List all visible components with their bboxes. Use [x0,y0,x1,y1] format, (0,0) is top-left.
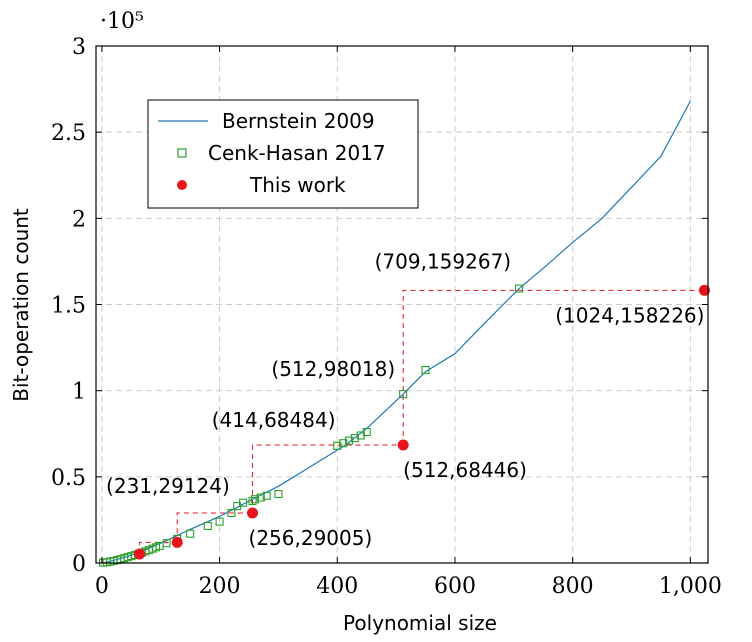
annotations: (709,159267) (1024,158226) (512,98018) (414… [106,250,704,550]
y-tick-label: 2.5 [51,121,86,146]
cenk-hasan-point [256,493,265,502]
this-work-point [171,536,183,548]
legend: Bernstein 2009 Cenk-Hasan 2017 This work [147,99,419,209]
y-tick-label: 0 [72,552,86,577]
cenk-hasan-point [274,490,283,499]
x-tick-label: 600 [434,574,476,599]
step-guides [139,289,705,555]
x-tick-label: 0 [95,574,109,599]
x-tick-label: 1,000 [659,574,722,599]
this-work-point [698,284,710,296]
cenk-hasan-point [362,427,371,437]
this-work-point [134,548,146,560]
cenk-hasan-point [333,441,342,450]
y-tick-label: 3 [72,35,86,60]
y-tick-label: 2 [72,207,86,232]
cenk-hasan-point [515,284,524,293]
point-annotation: (512,98018) [271,357,395,381]
point-annotation: (1024,158226) [555,303,704,327]
x-tick-label: 400 [316,574,358,599]
cenk-hasan-point [339,439,348,448]
cenk-hasan-point [399,390,408,399]
x-axis-title: Polynomial size [343,611,497,635]
cenk-hasan-point [350,434,359,443]
cenk-hasan-point [186,529,195,538]
legend-label-this-work: This work [249,173,346,197]
y-tick-label: 1 [72,380,86,405]
y-tick-label: 1.5 [51,294,86,319]
this-work-point [397,439,409,451]
point-annotation: (709,159267) [375,250,511,274]
cenk-hasan-point [239,498,248,507]
legend-label-cenk-hasan: Cenk-Hasan 2017 [208,141,386,165]
cenk-hasan-point [227,508,236,518]
legend-label-bernstein: Bernstein 2009 [222,109,375,133]
legend-box [147,99,419,209]
cenk-hasan-point [421,365,430,375]
legend-circle-swatch [177,180,187,190]
point-annotation: (231,29124) [106,474,230,498]
cenk-hasan-point [215,517,224,526]
y-axis-title: Bit-operation count [9,208,33,402]
this-work-point [247,507,259,519]
y-multiplier-label: ·10⁵ [100,9,144,34]
y-tick-label: 0.5 [51,466,86,491]
cenk-hasan-point [248,496,257,506]
x-tick-label: 800 [552,574,594,599]
cenk-hasan-point [344,436,354,445]
point-annotation: (256,29005) [249,526,373,550]
legend-square-swatch [177,148,187,158]
cenk-hasan-point [203,521,212,530]
step-line [139,289,705,555]
x-tick-label: 200 [199,574,241,599]
point-annotation: (414,68484) [212,408,336,432]
axis-ticks: 0 200 400 600 800 1,000 0 0.5 1 1.5 2 2.5 3 [51,35,722,599]
cenk-hasan-point [262,491,271,500]
cenk-hasan-point [162,539,171,548]
cenk-hasan-point [250,495,259,504]
point-annotation: (512,68446) [403,458,527,482]
series [99,100,710,567]
